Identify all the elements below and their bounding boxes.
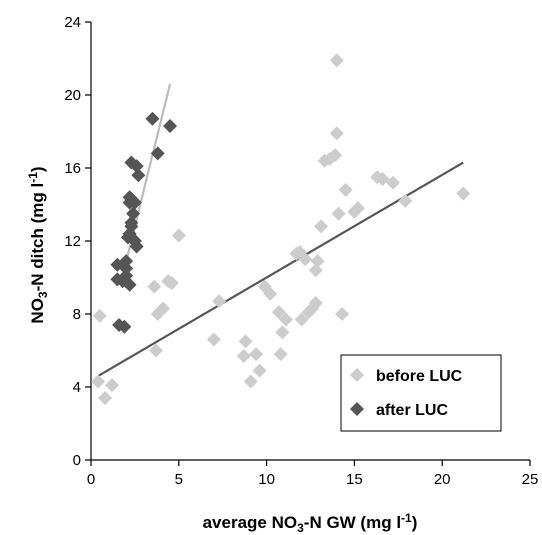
point-after-luc <box>119 261 134 276</box>
axes: 0 4 8 12 16 20 24 0 5 10 15 20 25 <box>64 14 538 488</box>
point-after-luc <box>129 159 144 174</box>
x-tick-label: 10 <box>258 471 275 488</box>
point-after-luc <box>163 119 178 134</box>
point-before-luc <box>155 301 170 316</box>
legend-label-before-luc: before LUC <box>376 368 463 385</box>
point-after-luc <box>124 215 139 230</box>
point-before-luc <box>206 332 221 347</box>
legend-marker-before-luc <box>350 368 364 382</box>
point-before-luc <box>252 363 267 378</box>
legend-marker-after-luc <box>350 402 364 416</box>
point-before-luc <box>338 182 353 197</box>
point-before-luc <box>328 148 343 163</box>
point-before-luc <box>243 374 258 389</box>
point-before-luc <box>308 296 323 311</box>
point-before-luc <box>292 244 307 259</box>
point-before-luc <box>335 307 350 321</box>
point-before-luc <box>98 390 113 405</box>
point-before-luc <box>329 53 344 68</box>
point-before-luc <box>331 206 346 221</box>
x-tick-label: 20 <box>434 471 451 488</box>
y-tick-label: 4 <box>73 379 81 396</box>
point-before-luc <box>350 201 365 216</box>
point-after-luc <box>127 195 142 210</box>
point-after-luc <box>150 146 165 161</box>
trendline-after-luc <box>119 83 172 284</box>
point-before-luc <box>171 228 186 243</box>
legend-label-after-luc: after LUC <box>376 402 448 419</box>
x-tick-label: 25 <box>522 471 539 488</box>
point-before-luc <box>456 186 471 201</box>
trendline-before-luc <box>97 161 464 377</box>
y-axis-title: NO3-N ditch (mg l-1) <box>26 166 50 323</box>
point-after-luc <box>126 206 141 221</box>
point-before-luc <box>314 219 329 234</box>
point-before-luc <box>298 252 313 267</box>
y-tick-label: 0 <box>73 452 81 469</box>
x-tick-label: 0 <box>87 471 95 488</box>
point-before-luc <box>148 343 163 358</box>
point-before-luc <box>249 347 264 362</box>
y-tick-label: 12 <box>64 233 81 250</box>
point-after-luc <box>117 319 132 334</box>
point-before-luc <box>263 286 278 301</box>
legend-box <box>340 354 502 432</box>
y-tick-label: 16 <box>64 160 81 177</box>
point-before-luc <box>308 263 323 278</box>
point-before-luc <box>147 279 162 294</box>
point-before-luc <box>105 378 120 393</box>
point-before-luc <box>212 294 227 309</box>
point-before-luc <box>278 312 293 327</box>
x-tick-label: 15 <box>346 471 363 488</box>
point-before-luc <box>91 374 106 389</box>
point-before-luc <box>386 175 401 190</box>
y-tick-label: 20 <box>64 87 81 104</box>
x-axis-title: average NO3-N GW (mg l-1) <box>203 511 418 535</box>
point-before-luc <box>236 348 251 363</box>
point-before-luc <box>238 334 253 349</box>
point-after-luc <box>129 239 144 254</box>
point-before-luc <box>310 254 325 269</box>
point-before-luc <box>271 305 286 320</box>
point-before-luc <box>275 325 290 340</box>
data-points <box>91 53 471 405</box>
point-before-luc <box>92 308 107 323</box>
point-before-luc <box>273 347 288 362</box>
point-after-luc <box>122 277 137 292</box>
point-after-luc <box>119 254 134 269</box>
x-tick-label: 5 <box>175 471 183 488</box>
legend: before LUC after LUC <box>340 354 502 432</box>
point-before-luc <box>398 193 413 208</box>
point-before-luc <box>375 171 390 186</box>
point-before-luc <box>329 126 344 141</box>
y-tick-label: 24 <box>64 14 81 31</box>
y-tick-label: 8 <box>73 306 81 323</box>
point-after-luc <box>131 168 146 183</box>
point-before-luc <box>294 312 309 327</box>
point-after-luc <box>145 111 160 126</box>
point-before-luc <box>164 275 179 290</box>
